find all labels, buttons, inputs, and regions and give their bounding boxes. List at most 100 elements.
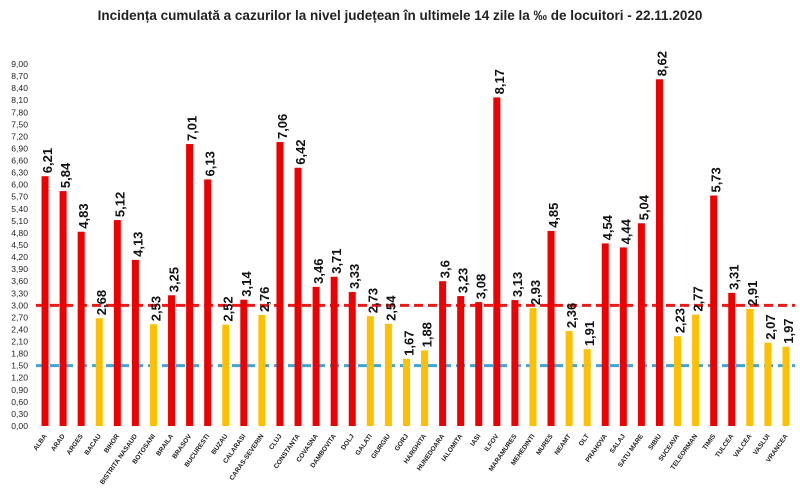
bar: [402, 358, 410, 426]
value-label: 7,01: [185, 116, 200, 141]
bar: [493, 97, 501, 426]
bar: [583, 349, 591, 426]
y-tick-label: 7,80: [11, 107, 28, 117]
category-label: ILFOV: [484, 433, 501, 453]
value-label: 3,14: [239, 271, 254, 297]
bar: [384, 323, 392, 426]
y-tick-label: 2,40: [11, 324, 28, 334]
category-label: DOLJ: [340, 433, 356, 452]
y-tick-label: 4,50: [11, 240, 28, 250]
category-label: CLUJ: [268, 433, 284, 451]
bar: [77, 231, 85, 426]
y-tick-label: 1,20: [11, 373, 28, 383]
value-label: 3,33: [347, 264, 362, 289]
bar: [366, 316, 374, 426]
value-label: 4,54: [600, 214, 615, 240]
y-tick-label: 6,30: [11, 168, 28, 178]
y-tick-label: 8,10: [11, 95, 28, 105]
y-tick-label: 5,40: [11, 204, 28, 214]
bar: [131, 259, 139, 426]
value-label: 4,13: [130, 232, 145, 257]
value-label: 3,6: [438, 260, 453, 278]
bar: [565, 331, 573, 426]
value-label: 4,85: [546, 203, 561, 228]
value-label: 8,17: [492, 69, 507, 94]
value-label: 2,36: [564, 303, 579, 328]
category-label: SALAJ: [609, 433, 627, 455]
category-label: IASI: [469, 433, 482, 448]
category-label: SIBIU: [647, 433, 663, 452]
bar: [330, 276, 338, 426]
value-label: 2,52: [221, 296, 236, 321]
value-label: 3,25: [167, 267, 182, 292]
bar: [95, 318, 103, 426]
value-label: 3,13: [510, 272, 525, 297]
y-tick-label: 0,00: [11, 421, 28, 431]
bar: [439, 281, 447, 426]
value-label: 3,71: [329, 248, 344, 273]
bar: [59, 191, 67, 426]
y-tick-label: 3,30: [11, 288, 28, 298]
value-label: 3,23: [456, 268, 471, 293]
value-label: 4,44: [618, 218, 633, 244]
y-tick-label: 0,60: [11, 397, 28, 407]
category-label: GORJ: [394, 433, 411, 453]
value-label: 5,73: [709, 167, 724, 192]
bar: [511, 300, 519, 426]
bar: [655, 79, 663, 426]
y-tick-label: 5,10: [11, 216, 28, 226]
category-label: OLT: [578, 433, 591, 447]
y-tick-label: 0,30: [11, 409, 28, 419]
y-tick-label: 7,50: [11, 119, 28, 129]
y-tick-label: 5,70: [11, 192, 28, 202]
bar: [637, 223, 645, 426]
y-tick-label: 2,70: [11, 312, 28, 322]
value-label: 1,97: [781, 318, 796, 343]
bar: [294, 167, 302, 427]
bar: [547, 230, 555, 426]
value-label: 2,68: [94, 290, 109, 315]
value-label: 2,07: [763, 314, 778, 339]
value-label: 6,42: [293, 139, 308, 164]
category-label: BUZAU: [210, 433, 229, 456]
value-label: 4,83: [76, 203, 91, 228]
value-label: 1,88: [420, 322, 435, 347]
bar: [348, 292, 356, 426]
bar: [421, 350, 429, 426]
bar: [276, 142, 284, 426]
y-tick-label: 4,20: [11, 252, 28, 262]
bar: [674, 336, 682, 426]
y-tick-label: 6,60: [11, 156, 28, 166]
category-label: BIHOR: [103, 433, 121, 455]
bar: [312, 286, 320, 426]
category-label: TIMIS: [701, 433, 717, 452]
value-label: 2,93: [528, 280, 543, 305]
category-label: ALBA: [32, 433, 48, 452]
y-tick-label: 8,40: [11, 83, 28, 93]
value-label: 3,46: [311, 259, 326, 284]
bar: [113, 220, 121, 426]
value-label: 8,62: [654, 51, 669, 76]
y-tick-label: 3,00: [11, 300, 28, 310]
y-tick-label: 8,70: [11, 71, 28, 81]
bar: [529, 308, 537, 426]
bar: [746, 308, 754, 426]
bar: [149, 324, 157, 426]
value-label: 5,12: [112, 192, 127, 217]
bar: [204, 179, 212, 426]
y-axis-ticks: 0,00 0,30 0,60 0,90 1,20 1,50 1,80 2,10 2,40 2,70…: [11, 59, 28, 431]
category-label: VALCEA: [732, 433, 753, 459]
y-tick-label: 2,10: [11, 337, 28, 347]
bar: [222, 324, 230, 426]
reference-lines: [36, 303, 795, 368]
y-tick-label: 1,50: [11, 361, 28, 371]
y-tick-label: 0,90: [11, 385, 28, 395]
bar: [692, 314, 700, 426]
category-label: VASLUI: [752, 433, 771, 457]
bar: [258, 314, 266, 426]
y-tick-label: 6,90: [11, 143, 28, 153]
value-label: 2,54: [383, 295, 398, 321]
category-label: MURES: [535, 433, 555, 457]
